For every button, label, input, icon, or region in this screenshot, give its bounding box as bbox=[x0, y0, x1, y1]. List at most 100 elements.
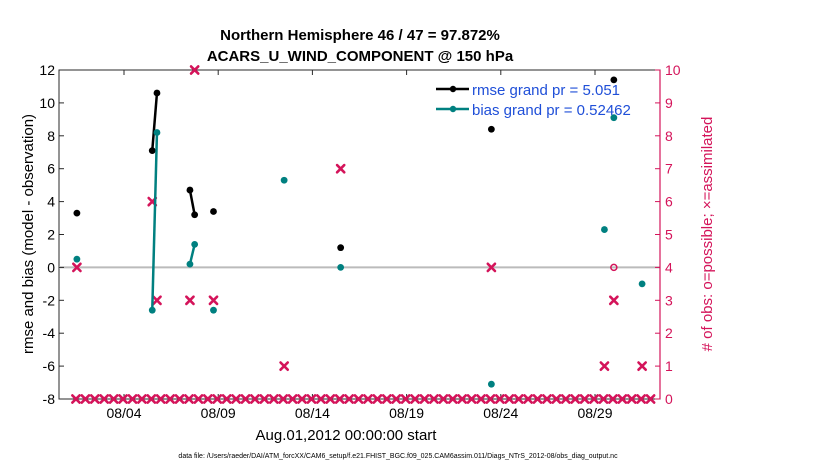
obs-assimilated-marker bbox=[391, 394, 402, 404]
y-tick-label: -6 bbox=[43, 358, 56, 374]
bias-data-point bbox=[191, 240, 199, 248]
chart-title: Northern Hemisphere 46 / 47 = 97.872% bbox=[220, 27, 500, 44]
obs-assimilated-marker bbox=[189, 65, 200, 75]
y2-tick-label: 0 bbox=[665, 391, 673, 407]
legend: rmse grand pr = 5.051 bias grand pr = 0.… bbox=[436, 82, 631, 119]
obs-assimilated-marker bbox=[589, 394, 599, 404]
y-tick-label: 0 bbox=[47, 259, 55, 275]
obs-assimilated-marker bbox=[476, 394, 486, 404]
obs-assimilated-marker bbox=[542, 394, 552, 404]
y-tick-label: 2 bbox=[47, 227, 55, 243]
plot-frame bbox=[58, 69, 661, 400]
rmse-data-point bbox=[153, 89, 161, 97]
obs-assimilated-marker bbox=[608, 295, 619, 306]
obs-assimilated-marker bbox=[637, 361, 648, 371]
obs-assimilated-marker bbox=[221, 394, 232, 404]
y-axis-label: rmse and bias (model - observation) bbox=[20, 114, 37, 354]
y2-tick-label: 6 bbox=[665, 194, 673, 210]
obs-assimilated-marker bbox=[268, 394, 279, 404]
y2-axis-label: # of obs: o=possible; ×=assimilated bbox=[699, 117, 716, 352]
obs-assimilated-marker bbox=[513, 394, 524, 404]
y2-tick-label: 5 bbox=[665, 227, 673, 243]
obs-assimilated-marker bbox=[250, 394, 260, 404]
obs-assimilated-marker bbox=[626, 394, 637, 404]
bias-series-line bbox=[151, 132, 159, 311]
obs-assimilated-marker bbox=[325, 394, 336, 404]
obs-assimilated-marker bbox=[466, 394, 477, 404]
bias-data-point bbox=[280, 176, 288, 184]
obs-assimilated-marker bbox=[127, 394, 138, 404]
obs-assimilated-marker bbox=[297, 394, 307, 404]
obs-assimilated-marker bbox=[108, 394, 119, 404]
rmse-data-point bbox=[148, 147, 156, 155]
obs-assimilated-marker bbox=[372, 394, 383, 404]
y2-tick-label: 3 bbox=[665, 292, 673, 308]
rmse-data-point bbox=[337, 244, 345, 252]
obs-assimilated-marker bbox=[570, 394, 581, 404]
y-tick-label: -4 bbox=[43, 325, 56, 341]
y2-tick-label: 9 bbox=[665, 95, 673, 111]
bias-data-point bbox=[73, 255, 81, 263]
obs-assimilated-marker bbox=[152, 295, 162, 306]
x-tick-label: 08/24 bbox=[483, 405, 518, 421]
y-axis-right: 0 1 2 3 4 5 6 7 8 9 10 bbox=[655, 62, 681, 407]
obs-assimilated-marker bbox=[617, 394, 628, 404]
obs-assimilated-marker bbox=[532, 394, 543, 404]
obs-assimilated-marker bbox=[80, 394, 91, 404]
y-tick-label: 4 bbox=[47, 194, 55, 210]
obs-assimilated-marker bbox=[608, 394, 618, 404]
obs-assimilated-marker bbox=[344, 394, 355, 404]
obs-assimilated-marker bbox=[579, 394, 590, 404]
rmse-data-point bbox=[487, 125, 495, 133]
obs-assimilated-marker bbox=[212, 394, 223, 404]
obs-assimilated-marker bbox=[457, 394, 468, 404]
y2-tick-label: 1 bbox=[665, 358, 673, 374]
bias-data-point bbox=[153, 129, 161, 136]
rmse-series-line bbox=[188, 189, 196, 215]
obs-assimilated-marker bbox=[381, 394, 392, 404]
bias-data-point bbox=[337, 264, 345, 271]
obs-assimilated-marker bbox=[551, 394, 562, 404]
bias-data-point bbox=[487, 380, 495, 388]
obs-assimilated-marker bbox=[645, 394, 656, 404]
bias-data-point bbox=[610, 114, 618, 122]
obs-assimilated-marker bbox=[278, 394, 289, 404]
x-axis-label: Aug.01,2012 00:00:00 start bbox=[256, 427, 438, 444]
legend-rmse-marker bbox=[449, 85, 457, 93]
bias-data-point bbox=[210, 306, 217, 314]
y-tick-label: 8 bbox=[47, 128, 55, 144]
obs-count-layer bbox=[71, 65, 656, 404]
rmse-series-line bbox=[151, 92, 159, 151]
obs-assimilated-marker bbox=[259, 394, 270, 404]
obs-assimilated-marker bbox=[118, 394, 128, 404]
obs-assimilated-marker bbox=[485, 394, 496, 404]
obs-assimilated-marker bbox=[504, 394, 515, 404]
obs-assimilated-marker bbox=[315, 394, 326, 404]
obs-assimilated-marker bbox=[334, 394, 345, 404]
x-tick-label: 08/19 bbox=[389, 405, 424, 421]
x-tick-label: 08/04 bbox=[106, 405, 141, 421]
y2-tick-label: 10 bbox=[665, 62, 681, 78]
y-tick-label: 6 bbox=[47, 161, 55, 177]
y-axis-left: -8 -6 -4 -2 0 2 4 6 8 10 12 bbox=[39, 62, 64, 407]
obs-assimilated-marker bbox=[494, 394, 505, 404]
x-axis: 08/04 08/09 08/14 08/19 08/24 08/29 bbox=[106, 70, 613, 421]
y2-tick-label: 4 bbox=[665, 259, 673, 275]
obs-assimilated-marker bbox=[184, 394, 194, 404]
obs-assimilated-marker bbox=[599, 361, 610, 371]
obs-assimilated-marker bbox=[208, 295, 219, 306]
obs-assimilated-marker bbox=[523, 394, 534, 404]
y-tick-label: -8 bbox=[43, 391, 56, 407]
obs-assimilated-marker bbox=[174, 394, 185, 404]
y-tick-label: 10 bbox=[39, 95, 55, 111]
y2-tick-label: 8 bbox=[665, 128, 673, 144]
bias-data-point bbox=[148, 306, 156, 314]
obs-assimilated-marker bbox=[400, 394, 411, 404]
rmse-data-point bbox=[191, 211, 199, 219]
obs-assimilated-marker bbox=[185, 295, 195, 306]
y2-tick-label: 7 bbox=[665, 161, 673, 177]
obs-assimilated-marker bbox=[231, 394, 241, 404]
legend-bias-label: bias grand pr = 0.52462 bbox=[472, 102, 631, 119]
obs-assimilated-marker bbox=[71, 262, 82, 273]
